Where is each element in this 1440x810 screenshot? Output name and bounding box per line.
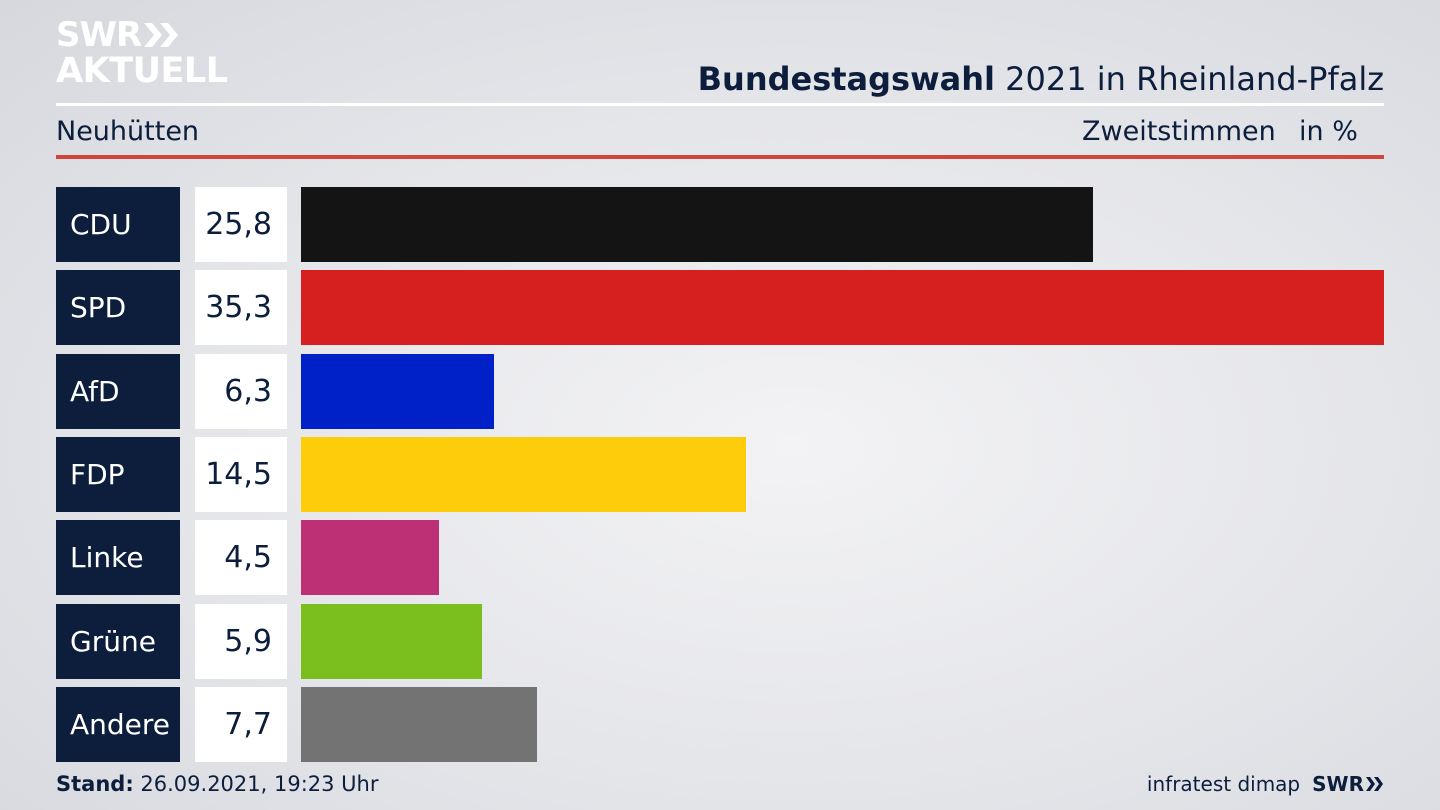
logo-line2: AKTUELL — [56, 51, 228, 91]
value-label: 4,5 — [195, 520, 287, 595]
bar — [301, 270, 1384, 345]
bar — [301, 520, 439, 595]
party-label: Andere — [56, 687, 180, 762]
footer-swr-logo: SWR — [1312, 772, 1384, 796]
unit-label: in % — [1299, 116, 1358, 147]
chart-title: Bundestagswahl 2021 in Rheinland-Pfalz — [698, 60, 1384, 98]
title-rest: 2021 in Rheinland-Pfalz — [995, 60, 1384, 98]
value-label: 5,9 — [195, 604, 287, 679]
bar — [301, 604, 482, 679]
source-label: infratest dimap — [1146, 772, 1301, 796]
value-label: 14,5 — [195, 437, 287, 512]
value-label: 35,3 — [195, 270, 287, 345]
bar-row: SPD 35,3 — [56, 270, 1384, 345]
party-label: Linke — [56, 520, 180, 595]
header-divider — [56, 103, 1384, 106]
subheader-divider — [56, 155, 1384, 159]
bar — [301, 687, 537, 762]
party-label: AfD — [56, 354, 180, 429]
double-chevron-icon — [1366, 777, 1383, 791]
bar-row: Grüne 5,9 — [56, 604, 1384, 679]
logo-line1: SWR — [56, 15, 142, 55]
bar-row: CDU 25,8 — [56, 187, 1384, 262]
stand-label: Stand: — [56, 772, 134, 796]
vote-type-label: Zweitstimmen — [1082, 116, 1276, 147]
double-chevron-icon — [144, 23, 179, 47]
bar-row: Andere 7,7 — [56, 687, 1384, 762]
bar-row: Linke 4,5 — [56, 520, 1384, 595]
swr-aktuell-logo: SWR AKTUELL — [56, 18, 228, 89]
stand-value: 26.09.2021, 19:23 Uhr — [133, 772, 379, 796]
timestamp: Stand: 26.09.2021, 19:23 Uhr — [56, 772, 379, 796]
party-label: SPD — [56, 270, 180, 345]
value-label: 7,7 — [195, 687, 287, 762]
bar — [301, 437, 746, 512]
party-label: CDU — [56, 187, 180, 262]
bar-row: AfD 6,3 — [56, 354, 1384, 429]
bar — [301, 354, 494, 429]
footer-credits: infratest dimap SWR — [1147, 772, 1384, 796]
party-label: FDP — [56, 437, 180, 512]
title-bold: Bundestagswahl — [697, 60, 995, 98]
footer-brand: SWR — [1312, 772, 1364, 796]
bar-row: FDP 14,5 — [56, 437, 1384, 512]
bar — [301, 187, 1093, 262]
value-label: 6,3 — [195, 354, 287, 429]
value-label: 25,8 — [195, 187, 287, 262]
region-label: Neuhütten — [56, 116, 200, 147]
party-label: Grüne — [56, 604, 180, 679]
